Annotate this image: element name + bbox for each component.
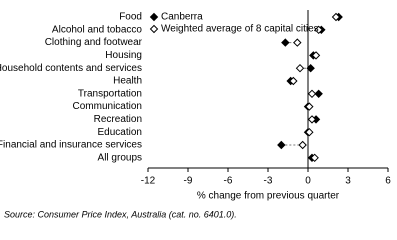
x-tick-label: 3	[345, 176, 351, 187]
category-label: All groups	[98, 152, 142, 163]
category-label: Household contents and services	[0, 63, 142, 74]
chart: Source: Consumer Price Index, Australia …	[0, 10, 391, 219]
category-label: Education	[98, 127, 142, 138]
x-tick-label: -12	[141, 176, 156, 187]
marker	[311, 51, 321, 60]
marker	[310, 153, 319, 163]
marker	[305, 102, 314, 111]
marker	[277, 140, 286, 150]
source-note: Source: Consumer Price Index, Australia …	[4, 209, 237, 219]
x-tick-label: -3	[264, 176, 273, 187]
marker	[307, 115, 317, 124]
category-label: Transportation	[78, 88, 142, 99]
marker	[331, 12, 341, 22]
marker	[307, 89, 317, 99]
marker	[289, 76, 298, 86]
legend-marker	[149, 24, 159, 34]
legend-label: Weighted average of 8 capital cities	[161, 24, 319, 35]
marker	[281, 38, 290, 47]
category-label: Alcohol and tobacco	[52, 24, 143, 35]
category-label: Financial and insurance services	[0, 140, 142, 151]
marker	[298, 140, 307, 150]
category-label: Communication	[73, 101, 142, 112]
marker	[306, 63, 315, 73]
legend-marker	[149, 12, 159, 22]
marker	[305, 127, 314, 137]
x-tick-label: 6	[385, 176, 391, 187]
category-label: Food	[119, 12, 142, 23]
x-tick-label: 0	[305, 176, 311, 187]
marker	[293, 38, 302, 47]
category-label: Health	[113, 76, 142, 87]
x-axis-label: % change from previous quarter	[197, 191, 340, 202]
legend-label: Canberra	[161, 12, 203, 23]
marker	[295, 63, 305, 73]
category-label: Recreation	[94, 114, 142, 125]
category-label: Clothing and footwear	[45, 37, 143, 48]
marker	[314, 89, 323, 99]
x-tick-label: -6	[224, 176, 233, 187]
category-label: Housing	[105, 50, 142, 61]
x-tick-label: -9	[184, 176, 193, 187]
marker	[314, 25, 323, 35]
